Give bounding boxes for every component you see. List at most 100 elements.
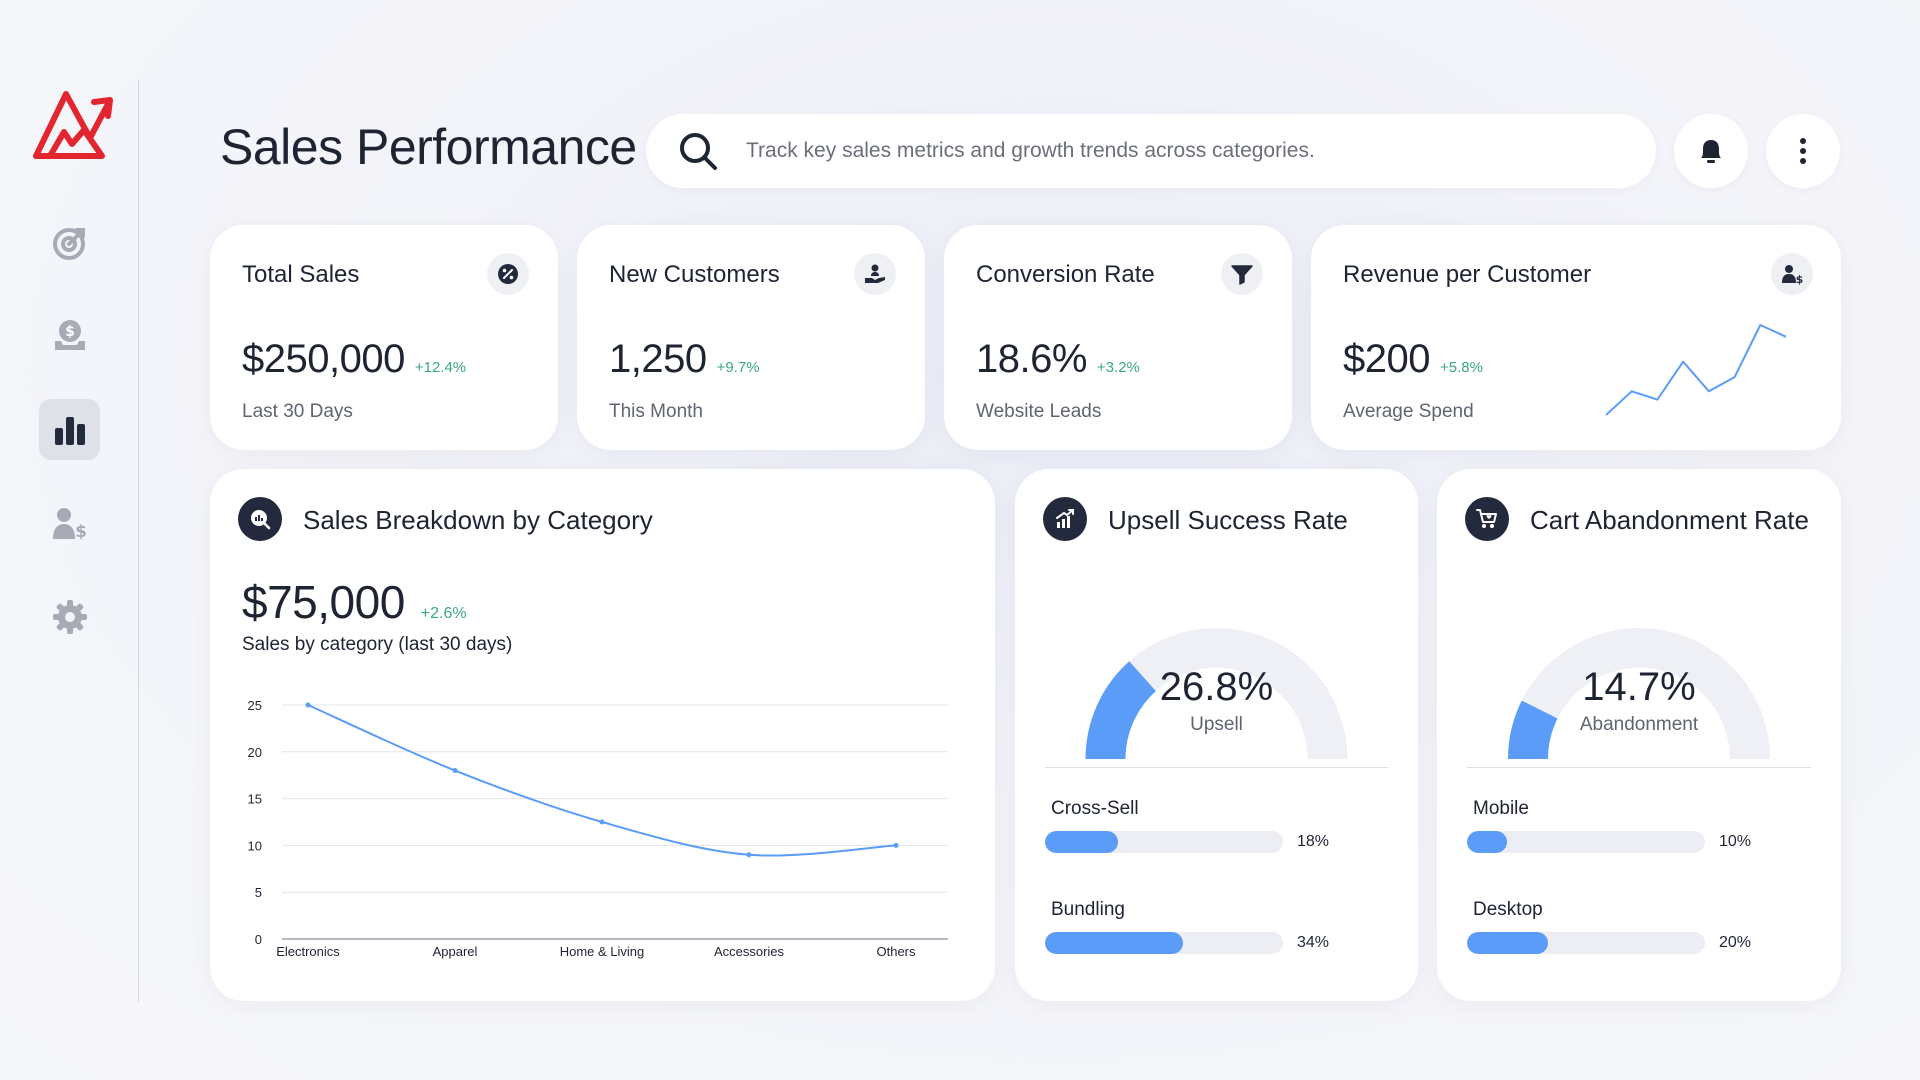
growth-chart-icon xyxy=(1043,497,1087,541)
panel-title: Sales Breakdown by Category xyxy=(303,505,653,535)
gauge-value: 14.7% xyxy=(1582,665,1696,709)
abandonment-gauge xyxy=(1508,628,1770,760)
gauge-label: Upsell xyxy=(1190,714,1243,735)
page-title: Sales Performance xyxy=(220,119,637,175)
breakdown-value: $75,000 xyxy=(242,576,405,628)
money-bag-icon: $ xyxy=(54,319,85,350)
search-bar[interactable] xyxy=(646,114,1656,188)
gear-icon xyxy=(52,599,87,634)
kpi-subtitle: Average Spend xyxy=(1343,401,1474,422)
progress-fill xyxy=(1045,932,1183,954)
kpi-card-conversion-rate: Conversion Rate 18.6% +3.2% Website Lead… xyxy=(944,225,1292,450)
y-tick-label: 25 xyxy=(248,698,262,713)
nav-analytics[interactable] xyxy=(39,399,100,460)
kpi-title: Conversion Rate xyxy=(976,261,1155,288)
search-input[interactable] xyxy=(746,139,1626,163)
data-point xyxy=(452,768,458,774)
progress-track xyxy=(1467,831,1705,853)
sidebar: $ $ xyxy=(0,80,139,1002)
bell-icon xyxy=(1701,140,1721,163)
nav-revenue[interactable]: $ xyxy=(39,304,100,365)
x-tick-label: Accessories xyxy=(714,944,785,959)
x-tick-label: Electronics xyxy=(276,944,340,959)
bar-percent: 34% xyxy=(1297,934,1330,951)
kpi-value: $250,000 xyxy=(242,337,405,381)
notifications-button[interactable] xyxy=(1674,114,1748,188)
sales-breakdown-card: Sales Breakdown by Category $75,000 +2.6… xyxy=(210,469,995,1001)
nav-customers[interactable]: $ xyxy=(39,493,100,554)
gauge-track xyxy=(1508,628,1770,760)
data-point xyxy=(746,852,752,858)
analytics-search-icon xyxy=(238,497,282,541)
kpi-title: New Customers xyxy=(609,261,780,288)
hand-user-icon xyxy=(854,253,896,295)
funnel-icon xyxy=(1221,253,1263,295)
progress-fill xyxy=(1045,831,1118,853)
y-tick-label: 20 xyxy=(248,745,262,760)
svg-text:$: $ xyxy=(1796,273,1804,286)
kpi-value: 1,250 xyxy=(609,337,707,381)
cart-heart-icon xyxy=(1465,497,1509,541)
kpi-delta: +9.7% xyxy=(716,359,760,376)
svg-text:$: $ xyxy=(75,522,87,542)
progress-track xyxy=(1045,831,1283,853)
progress-track xyxy=(1467,932,1705,954)
kpi-title: Total Sales xyxy=(242,261,360,288)
kpi-subtitle: Last 30 Days xyxy=(242,401,353,422)
bar-chart-icon xyxy=(54,416,85,445)
data-point xyxy=(893,842,899,848)
kpi-card-total-sales: Total Sales $250,000 +12.4% Last 30 Days xyxy=(210,225,558,450)
panel-title: Upsell Success Rate xyxy=(1108,505,1348,535)
gauge-value: 26.8% xyxy=(1159,665,1274,709)
bar-percent: 20% xyxy=(1719,934,1752,951)
nav-targets[interactable] xyxy=(39,212,100,273)
cart-abandonment-card: Cart Abandonment Rate 14.7% Abandonment … xyxy=(1437,469,1841,1001)
search-icon xyxy=(680,133,717,170)
kpi-card-revenue-per-customer: Revenue per Customer $ $200 +5.8% Averag… xyxy=(1311,225,1841,450)
gauge-fill xyxy=(1508,700,1558,760)
sparkline-line xyxy=(1605,324,1787,416)
breakdown-subtitle: Sales by category (last 30 days) xyxy=(242,634,513,655)
brand-logo[interactable] xyxy=(32,86,114,162)
y-tick-label: 15 xyxy=(248,792,262,807)
category-line-chart: 0 5 10 15 20 25 Electronics Apparel Home & Livin… xyxy=(248,698,948,959)
kpi-subtitle: Website Leads xyxy=(976,401,1102,422)
kpi-title: Revenue per Customer xyxy=(1343,261,1592,288)
y-tick-label: 5 xyxy=(255,885,262,900)
progress-fill xyxy=(1467,932,1548,954)
revenue-sparkline xyxy=(1605,324,1787,416)
nav-settings[interactable] xyxy=(39,586,100,647)
upsell-card: Upsell Success Rate 26.8% Upsell Cross-S… xyxy=(1015,469,1418,1001)
kpi-delta: +3.2% xyxy=(1096,359,1140,376)
gauge-label: Abandonment xyxy=(1579,714,1699,735)
more-options-button[interactable] xyxy=(1766,114,1840,188)
svg-text:$: $ xyxy=(65,324,75,340)
data-point xyxy=(599,819,605,825)
bar-percent: 10% xyxy=(1719,833,1752,850)
upsell-gauge xyxy=(1085,628,1348,760)
kpi-subtitle: This Month xyxy=(609,401,703,422)
gauge-fill xyxy=(1085,661,1157,760)
panel-title: Cart Abandonment Rate xyxy=(1530,505,1809,535)
more-vertical-icon xyxy=(1800,138,1806,164)
x-tick-label: Apparel xyxy=(433,944,478,959)
user-dollar-icon: $ xyxy=(1771,253,1813,295)
kpi-value: 18.6% xyxy=(976,337,1087,381)
kpi-card-new-customers: New Customers 1,250 +9.7% This Month xyxy=(577,225,925,450)
kpi-value: $200 xyxy=(1343,337,1430,381)
y-tick-label: 10 xyxy=(248,838,262,853)
bar-label: Cross-Sell xyxy=(1051,798,1139,819)
target-icon xyxy=(52,227,85,260)
progress-track xyxy=(1045,932,1283,954)
bar-label: Bundling xyxy=(1051,899,1125,920)
divider xyxy=(1467,767,1811,768)
x-tick-label: Home & Living xyxy=(560,944,645,959)
user-dollar-icon: $ xyxy=(52,507,87,542)
bar-percent: 18% xyxy=(1297,833,1330,850)
y-tick-label: 0 xyxy=(255,932,262,947)
kpi-delta: +12.4% xyxy=(414,359,467,376)
divider xyxy=(1045,767,1388,768)
x-tick-label: Others xyxy=(876,944,916,959)
kpi-delta: +5.8% xyxy=(1439,359,1483,376)
bar-label: Mobile xyxy=(1473,798,1529,819)
